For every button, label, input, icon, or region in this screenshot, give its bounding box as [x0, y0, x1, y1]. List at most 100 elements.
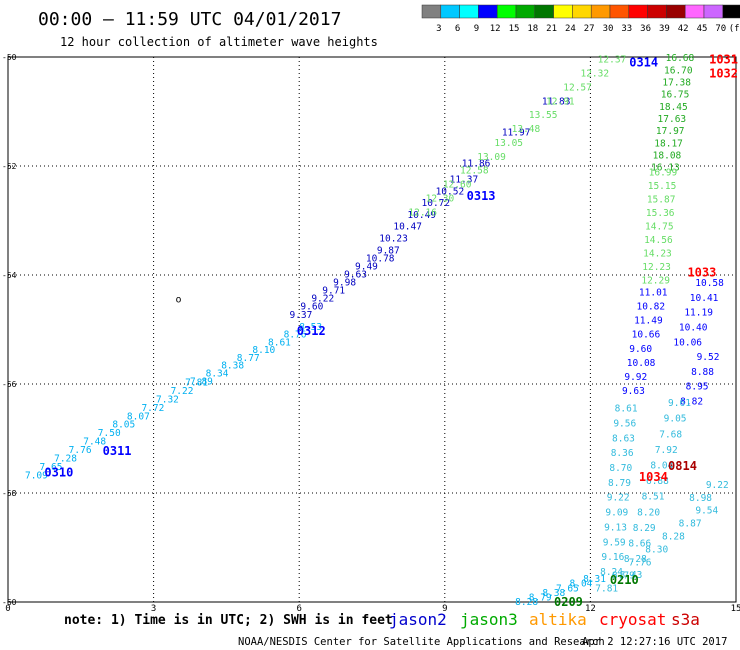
color-scale: [421, 4, 740, 19]
data-label: 10.52: [436, 186, 465, 197]
data-label: 7.65: [556, 583, 579, 594]
legend-item: s3a: [671, 610, 700, 629]
data-label: 7.32: [156, 394, 179, 405]
data-label: 9.09: [605, 508, 628, 519]
data-label: 8.20: [637, 507, 660, 518]
stray-marker: o: [175, 294, 181, 305]
data-label: 7.22: [171, 386, 194, 397]
data-label: 11.86: [462, 158, 491, 169]
data-label: 8.53: [299, 322, 322, 333]
time-label: 0814: [668, 459, 697, 473]
data-label: 8.30: [645, 545, 668, 556]
legend-item: jason2: [389, 610, 447, 629]
color-swatch: [703, 4, 724, 19]
color-scale-label: 36: [640, 24, 651, 34]
data-label: 8.70: [609, 463, 632, 474]
data-label: 15.87: [647, 195, 676, 206]
data-label: 9.60: [300, 302, 323, 313]
data-label: 10.49: [407, 210, 436, 221]
time-label: 1032: [709, 66, 738, 80]
color-swatch: [609, 4, 630, 19]
data-marks: o7.097.657.287.767.487.508.058.077.727.3…: [25, 53, 729, 608]
data-label: 8.34: [206, 368, 229, 379]
color-swatch: [421, 4, 442, 19]
data-label: 8.38: [542, 588, 565, 599]
plot-frame: [7, 56, 737, 603]
data-label: 13.05: [494, 138, 523, 149]
data-label: 13.55: [529, 110, 558, 121]
data-label: 8.28: [662, 532, 685, 543]
data-label: 8.28: [515, 597, 538, 608]
data-label: 11.19: [684, 308, 713, 319]
footer-timestamp: Apr 2 12:27:16 UTC 2017: [582, 636, 727, 648]
x-tick-label: 3: [151, 604, 156, 614]
data-label: 7.89: [190, 376, 213, 387]
data-label: 12.58: [460, 166, 489, 177]
time-label: 1031: [709, 53, 738, 67]
data-label: 9.22: [706, 480, 729, 491]
data-label: 8.88: [691, 367, 714, 378]
data-label: 9.52: [697, 352, 720, 363]
data-label: 17.97: [656, 126, 685, 137]
data-label: 8.61: [268, 337, 291, 348]
x-tick-label: 15: [731, 604, 740, 614]
data-label: 9.63: [344, 270, 367, 281]
data-label: 10.47: [393, 222, 422, 233]
data-label: 10.41: [690, 293, 719, 304]
data-label: 8.79: [529, 592, 552, 603]
data-label: 16.70: [664, 65, 693, 76]
y-tick-label: -50: [2, 53, 17, 62]
data-label: 14.75: [645, 221, 674, 232]
data-label: 15.15: [648, 181, 677, 192]
data-label: 10.82: [637, 302, 666, 313]
y-tick-label: -58: [2, 489, 17, 498]
x-tick-label: 0: [5, 604, 10, 614]
data-label: 7.50: [98, 428, 121, 439]
data-label: 9.63: [622, 386, 645, 397]
legend-item: jason3: [460, 610, 518, 629]
data-label: 8.38: [221, 361, 244, 372]
footer-note: note: 1) Time is in UTC; 2) SWH is in fe…: [64, 613, 393, 628]
time-label: 0313: [467, 189, 496, 203]
data-label: 13.09: [477, 152, 506, 163]
data-label: 11.01: [639, 287, 668, 298]
y-tick-label: -60: [2, 598, 17, 607]
data-label: 10.58: [695, 278, 724, 289]
data-label: 8.05: [112, 420, 135, 431]
data-label: 9.98: [333, 278, 356, 289]
data-label: 9.16: [601, 552, 624, 563]
data-label: 7.48: [83, 437, 106, 448]
color-scale-label: 12: [490, 24, 501, 34]
data-label: 8.61: [615, 404, 638, 415]
time-label: 0312: [297, 324, 326, 338]
data-label: 8.79: [612, 570, 635, 581]
data-label: 12.16: [408, 207, 437, 218]
footer-credit: NOAA/NESDIS Center for Satellite Applica…: [238, 636, 605, 648]
data-label: 7.72: [141, 403, 164, 414]
data-label: 16.99: [649, 168, 678, 179]
color-scale-label: 9: [474, 24, 479, 34]
color-scale-label: 15: [509, 24, 520, 34]
color-scale-label: 24: [565, 24, 576, 34]
color-scale-label: 3: [436, 24, 441, 34]
color-scale-label: 30: [603, 24, 614, 34]
color-swatch: [553, 4, 573, 19]
color-swatch: [515, 4, 536, 19]
color-swatch: [440, 4, 460, 19]
data-label: 9.37: [289, 310, 312, 321]
time-label: 0314: [629, 55, 658, 69]
y-tick-label: -52: [2, 162, 17, 171]
data-label: 8.82: [680, 396, 703, 407]
data-label: 12.57: [563, 82, 592, 93]
data-label: 9.49: [355, 262, 378, 273]
data-label: 12.91: [546, 96, 575, 107]
color-scale-label: 6: [455, 24, 460, 34]
data-label: 8.28: [624, 554, 647, 565]
data-label: 10.40: [679, 323, 708, 334]
color-swatch: [478, 4, 498, 19]
data-label: 10.78: [366, 254, 395, 265]
data-label: 9.59: [603, 537, 626, 548]
time-label: 1033: [687, 265, 716, 279]
